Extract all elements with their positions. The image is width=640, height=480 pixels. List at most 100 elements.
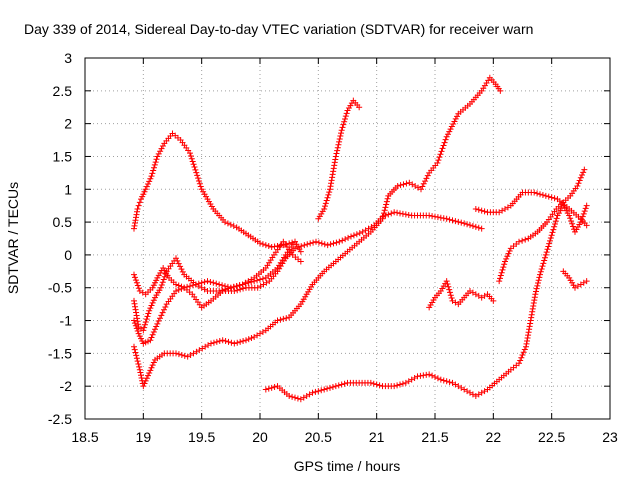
data-point-marker — [399, 210, 406, 217]
data-point-marker — [337, 133, 344, 140]
data-point-marker — [237, 286, 244, 293]
data-point-marker — [201, 278, 208, 285]
data-point-marker — [187, 150, 193, 157]
data-point-marker — [376, 382, 383, 389]
data-point-marker — [196, 180, 203, 187]
data-point-marker — [325, 191, 332, 198]
data-point-marker — [323, 197, 330, 204]
data-point-marker — [143, 183, 150, 190]
data-point-marker — [502, 258, 508, 265]
x-tick-label: 19.5 — [188, 429, 215, 445]
data-point-marker — [136, 363, 143, 370]
data-point-marker — [254, 277, 261, 284]
data-point-marker — [224, 220, 231, 227]
data-point-marker — [259, 275, 266, 282]
data-point-marker — [271, 384, 278, 391]
data-point-marker — [326, 189, 333, 196]
data-point-marker — [402, 211, 409, 218]
data-point-marker — [445, 283, 452, 290]
data-point-marker — [531, 189, 538, 196]
data-point-marker — [528, 311, 535, 318]
data-point-marker — [426, 371, 433, 378]
data-point-marker — [146, 178, 153, 185]
data-point-marker — [447, 126, 454, 133]
data-point-marker — [505, 250, 512, 257]
data-point-marker — [155, 318, 162, 325]
data-point-marker — [160, 276, 167, 283]
data-point-marker — [310, 239, 317, 246]
data-point-marker — [251, 278, 258, 285]
data-point-marker — [134, 205, 141, 212]
data-point-marker — [443, 215, 450, 222]
data-point-marker — [210, 339, 217, 346]
data-point-marker — [423, 175, 430, 182]
data-point-marker — [503, 255, 510, 262]
series-layer — [131, 74, 590, 403]
data-point-marker — [397, 182, 404, 189]
data-point-marker — [141, 324, 148, 331]
data-point-marker — [216, 338, 223, 345]
data-point-marker — [516, 238, 522, 245]
data-point-marker — [405, 211, 412, 218]
data-point-marker — [521, 346, 528, 353]
data-point-marker — [342, 115, 348, 122]
data-point-marker — [531, 294, 538, 301]
plot-frame — [84, 57, 611, 420]
data-point-marker — [145, 181, 151, 188]
data-point-marker — [312, 388, 319, 395]
data-point-marker — [131, 300, 138, 307]
data-point-marker — [189, 282, 196, 289]
data-point-marker — [329, 384, 336, 391]
data-point-marker — [189, 158, 196, 165]
data-point-marker — [234, 339, 241, 346]
data-point-marker — [313, 238, 319, 245]
data-point-marker — [384, 195, 391, 202]
data-point-marker — [324, 385, 331, 392]
data-point-marker — [131, 346, 138, 353]
data-point-marker — [131, 320, 138, 327]
data-point-marker — [537, 271, 543, 278]
data-point-marker — [497, 275, 503, 282]
data-point-marker — [150, 329, 157, 336]
data-point-marker — [142, 377, 149, 384]
y-tick-label: 2.5 — [53, 83, 73, 99]
data-point-marker — [262, 242, 269, 249]
data-point-marker — [330, 168, 337, 175]
data-point-marker — [142, 318, 149, 325]
data-point-marker — [452, 115, 459, 122]
data-point-marker — [418, 186, 424, 193]
series-track-6 — [315, 97, 363, 222]
data-point-marker — [265, 385, 272, 392]
data-point-marker — [177, 263, 184, 270]
data-point-marker — [210, 279, 217, 286]
data-point-marker — [327, 241, 334, 248]
data-point-marker — [394, 209, 401, 216]
data-point-marker — [147, 305, 154, 312]
data-point-marker — [307, 240, 314, 247]
data-point-marker — [373, 381, 380, 388]
data-point-marker — [547, 237, 553, 244]
data-point-marker — [520, 349, 527, 356]
data-point-marker — [529, 305, 536, 312]
data-point-marker — [451, 118, 458, 125]
data-point-marker — [225, 338, 232, 345]
data-point-marker — [135, 202, 142, 209]
data-point-marker — [444, 131, 451, 138]
data-point-marker — [173, 281, 179, 288]
data-point-marker — [333, 239, 340, 246]
data-point-marker — [545, 243, 552, 250]
data-point-marker — [446, 216, 453, 223]
data-point-marker — [391, 383, 398, 390]
data-point-marker — [516, 360, 522, 367]
data-point-marker — [187, 283, 193, 290]
data-point-marker — [517, 357, 524, 364]
data-point-marker — [525, 329, 532, 336]
data-point-marker — [443, 378, 450, 385]
data-point-marker — [213, 280, 220, 287]
x-tick-label: 20.5 — [305, 429, 332, 445]
data-point-marker — [239, 281, 246, 288]
series-track-9 — [472, 189, 590, 229]
data-point-marker — [528, 314, 535, 321]
data-point-marker — [324, 242, 331, 249]
